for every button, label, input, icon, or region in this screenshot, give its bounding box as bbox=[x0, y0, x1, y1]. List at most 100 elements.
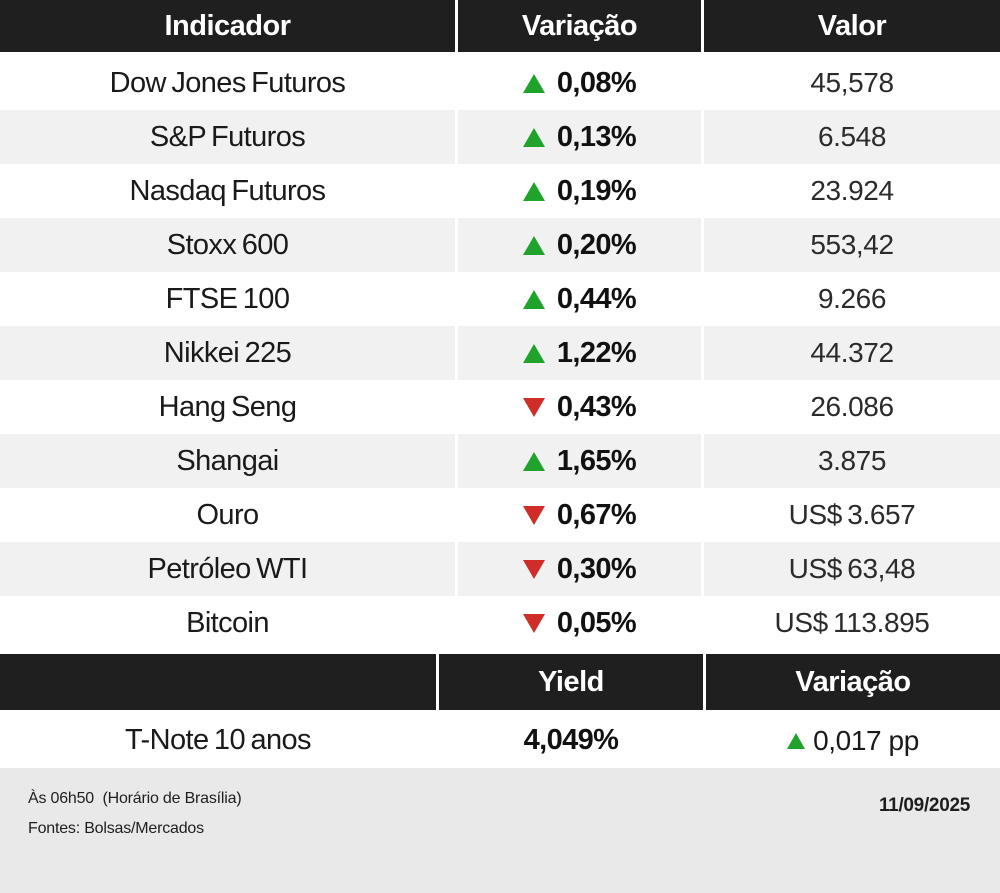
variation-cell: 1,22% bbox=[458, 326, 701, 380]
value-cell: 44.372 bbox=[704, 326, 1000, 380]
market-table-header: Indicador Variação Valor bbox=[0, 0, 1000, 52]
table-row: Shangai 1,65% 3.875 bbox=[0, 434, 1000, 488]
value-label: 9.266 bbox=[817, 283, 887, 314]
indicator-label: S&P Futuros bbox=[149, 120, 306, 153]
value-cell: 553,42 bbox=[704, 218, 1000, 272]
variation-label: 0,43% bbox=[556, 390, 637, 423]
bond-row: T-Note 10 anos 4,049% 0,017 pp bbox=[0, 713, 1000, 768]
indicator-label: Stoxx 600 bbox=[166, 228, 289, 261]
bond-yield-cell: 4,049% bbox=[439, 713, 703, 768]
down-arrow-icon bbox=[522, 559, 545, 579]
variation-cell: 0,44% bbox=[458, 272, 701, 326]
value-label: US$ 113.895 bbox=[774, 607, 930, 638]
header-valor: Valor bbox=[704, 0, 1000, 52]
table-row: Dow Jones Futuros 0,08% 45,578 bbox=[0, 56, 1000, 110]
variation-label: 1,65% bbox=[556, 444, 637, 477]
value-cell: 9.266 bbox=[704, 272, 1000, 326]
value-label: 45,578 bbox=[810, 67, 894, 98]
header-indicador: Indicador bbox=[0, 0, 455, 52]
variation-cell: 0,43% bbox=[458, 380, 701, 434]
timestamp-note: Às 06h50 (Horário de Brasília) bbox=[28, 790, 242, 807]
variation-label: 0,44% bbox=[556, 282, 637, 315]
indicator-cell: Shangai bbox=[0, 434, 455, 488]
indicator-cell: Stoxx 600 bbox=[0, 218, 455, 272]
variation-cell: 0,67% bbox=[458, 488, 701, 542]
down-arrow-icon bbox=[522, 613, 545, 633]
bond-indicator-label: T-Note 10 anos bbox=[125, 724, 311, 756]
variation-label: 0,67% bbox=[556, 498, 637, 531]
value-cell: 23.924 bbox=[704, 164, 1000, 218]
value-label: US$ 3.657 bbox=[788, 499, 916, 530]
table-row: Petróleo WTI 0,30% US$ 63,48 bbox=[0, 542, 1000, 596]
indicator-label: Nasdaq Futuros bbox=[129, 174, 327, 207]
date-label: 11/09/2025 bbox=[878, 795, 970, 816]
table-row: Nasdaq Futuros 0,19% 23.924 bbox=[0, 164, 1000, 218]
variation-cell: 0,20% bbox=[458, 218, 701, 272]
variation-cell: 0,19% bbox=[458, 164, 701, 218]
variation-cell: 0,05% bbox=[458, 596, 701, 650]
table-row: S&P Futuros 0,13% 6.548 bbox=[0, 110, 1000, 164]
table-row: Hang Seng 0,43% 26.086 bbox=[0, 380, 1000, 434]
value-cell: 3.875 bbox=[704, 434, 1000, 488]
value-label: 23.924 bbox=[810, 175, 894, 206]
value-cell: 45,578 bbox=[704, 56, 1000, 110]
bond-yield-label: 4,049% bbox=[523, 724, 619, 756]
value-label: 26.086 bbox=[810, 391, 894, 422]
header-empty bbox=[0, 654, 436, 710]
variation-label: 0,30% bbox=[556, 552, 637, 585]
sources-note: Fontes: Bolsas/Mercados bbox=[28, 820, 204, 837]
up-arrow-icon bbox=[522, 127, 545, 147]
up-arrow-icon bbox=[522, 343, 545, 363]
variation-label: 0,20% bbox=[556, 228, 637, 261]
indicator-cell: Nasdaq Futuros bbox=[0, 164, 455, 218]
down-arrow-icon bbox=[522, 397, 545, 417]
market-table-body: Dow Jones Futuros 0,08% 45,578 S&P Futur… bbox=[0, 56, 1000, 650]
indicator-label: Ouro bbox=[196, 498, 259, 531]
value-cell: 6.548 bbox=[704, 110, 1000, 164]
header-variacao-bond: Variação bbox=[706, 654, 1000, 710]
up-arrow-icon bbox=[787, 732, 806, 749]
up-arrow-icon bbox=[522, 289, 545, 309]
up-arrow-icon bbox=[522, 73, 545, 93]
variation-label: 0,08% bbox=[556, 66, 637, 99]
table-row: Ouro 0,67% US$ 3.657 bbox=[0, 488, 1000, 542]
bond-variation-cell: 0,017 pp bbox=[706, 713, 1000, 768]
bond-table-header: Yield Variação bbox=[0, 654, 1000, 710]
header-yield: Yield bbox=[439, 654, 703, 710]
bond-variation-label: 0,017 pp bbox=[813, 724, 919, 756]
variation-cell: 0,30% bbox=[458, 542, 701, 596]
value-cell: US$ 113.895 bbox=[704, 596, 1000, 650]
indicator-label: Petróleo WTI bbox=[147, 552, 308, 585]
indicator-label: Dow Jones Futuros bbox=[109, 66, 346, 99]
variation-label: 0,13% bbox=[556, 120, 637, 153]
indicator-cell: Hang Seng bbox=[0, 380, 455, 434]
indicator-label: Shangai bbox=[176, 444, 279, 477]
value-label: 553,42 bbox=[810, 229, 894, 260]
table-row: Bitcoin 0,05% US$ 113.895 bbox=[0, 596, 1000, 650]
indicator-cell: FTSE 100 bbox=[0, 272, 455, 326]
indicator-label: Hang Seng bbox=[158, 390, 297, 423]
table-row: FTSE 100 0,44% 9.266 bbox=[0, 272, 1000, 326]
value-cell: US$ 63,48 bbox=[704, 542, 1000, 596]
indicator-cell: Petróleo WTI bbox=[0, 542, 455, 596]
indicator-cell: Bitcoin bbox=[0, 596, 455, 650]
variation-label: 0,19% bbox=[556, 174, 637, 207]
header-gap bbox=[0, 710, 1000, 713]
variation-label: 1,22% bbox=[556, 336, 637, 369]
table-row: Stoxx 600 0,20% 553,42 bbox=[0, 218, 1000, 272]
variation-cell: 0,13% bbox=[458, 110, 701, 164]
value-label: 6.548 bbox=[817, 121, 887, 152]
footer: Às 06h50 (Horário de Brasília) Fontes: B… bbox=[0, 768, 1000, 893]
value-cell: 26.086 bbox=[704, 380, 1000, 434]
indicator-label: Bitcoin bbox=[186, 606, 269, 639]
down-arrow-icon bbox=[522, 505, 545, 525]
variation-cell: 1,65% bbox=[458, 434, 701, 488]
value-label: 3.875 bbox=[817, 445, 887, 476]
value-cell: US$ 3.657 bbox=[704, 488, 1000, 542]
indicator-cell: Nikkei 225 bbox=[0, 326, 455, 380]
up-arrow-icon bbox=[522, 235, 545, 255]
indicator-cell: S&P Futuros bbox=[0, 110, 455, 164]
indicator-cell: Ouro bbox=[0, 488, 455, 542]
variation-label: 0,05% bbox=[556, 606, 637, 639]
